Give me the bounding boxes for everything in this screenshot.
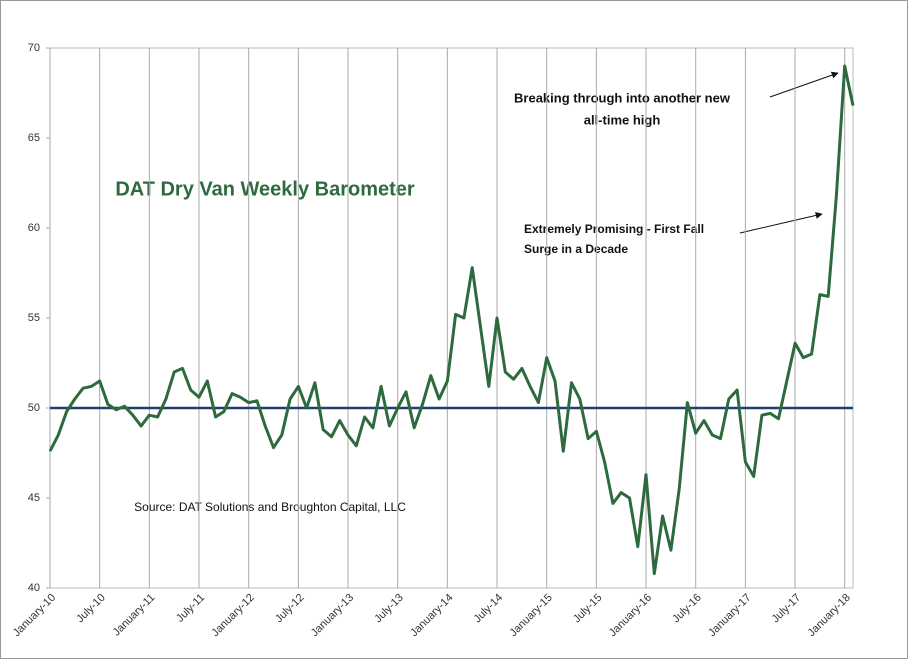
- x-tick-label: January-18: [805, 592, 852, 639]
- annotation-arrow: [769, 71, 839, 98]
- x-tick-label: July-12: [273, 592, 307, 626]
- x-tick-label: July-14: [472, 592, 506, 626]
- annotation: Surge in a Decade: [524, 242, 628, 256]
- annotation: Extremely Promising - First Fall: [524, 222, 704, 236]
- x-tick-label: July-11: [174, 592, 207, 625]
- x-tick-label: January-17: [706, 592, 753, 639]
- annotation: Breaking through into another new: [514, 90, 731, 105]
- y-tick-label: 55: [28, 312, 40, 324]
- x-tick-label: July-13: [372, 592, 406, 626]
- source-note: Source: DAT Solutions and Broughton Capi…: [134, 500, 406, 514]
- y-tick-label: 70: [28, 42, 40, 54]
- x-tick-label: July-10: [74, 592, 108, 626]
- annotation: all-time high: [584, 112, 661, 127]
- x-tick-label: July-16: [670, 592, 704, 626]
- x-tick-label: January-14: [408, 592, 455, 639]
- y-tick-label: 50: [28, 402, 40, 414]
- x-tick-label: January-15: [507, 592, 554, 639]
- line: [48, 64, 855, 576]
- y-tick-label: 65: [28, 132, 40, 144]
- x-tick-label: July-15: [571, 592, 605, 626]
- y-tick-label: 40: [28, 582, 40, 594]
- x-tick-label: January-10: [11, 592, 58, 639]
- y-tick-label: 45: [28, 492, 40, 504]
- y-tick-label: 60: [28, 222, 40, 234]
- x-tick-label: January-11: [111, 592, 158, 639]
- x-tick-label: January-12: [209, 592, 256, 639]
- x-tick-label: July-17: [770, 592, 804, 626]
- x-tick-label: January-13: [309, 592, 356, 639]
- chart-title: DAT Dry Van Weekly Barometer: [115, 178, 415, 200]
- x-tick-label: January-16: [607, 592, 654, 639]
- annotation-arrow: [739, 212, 823, 234]
